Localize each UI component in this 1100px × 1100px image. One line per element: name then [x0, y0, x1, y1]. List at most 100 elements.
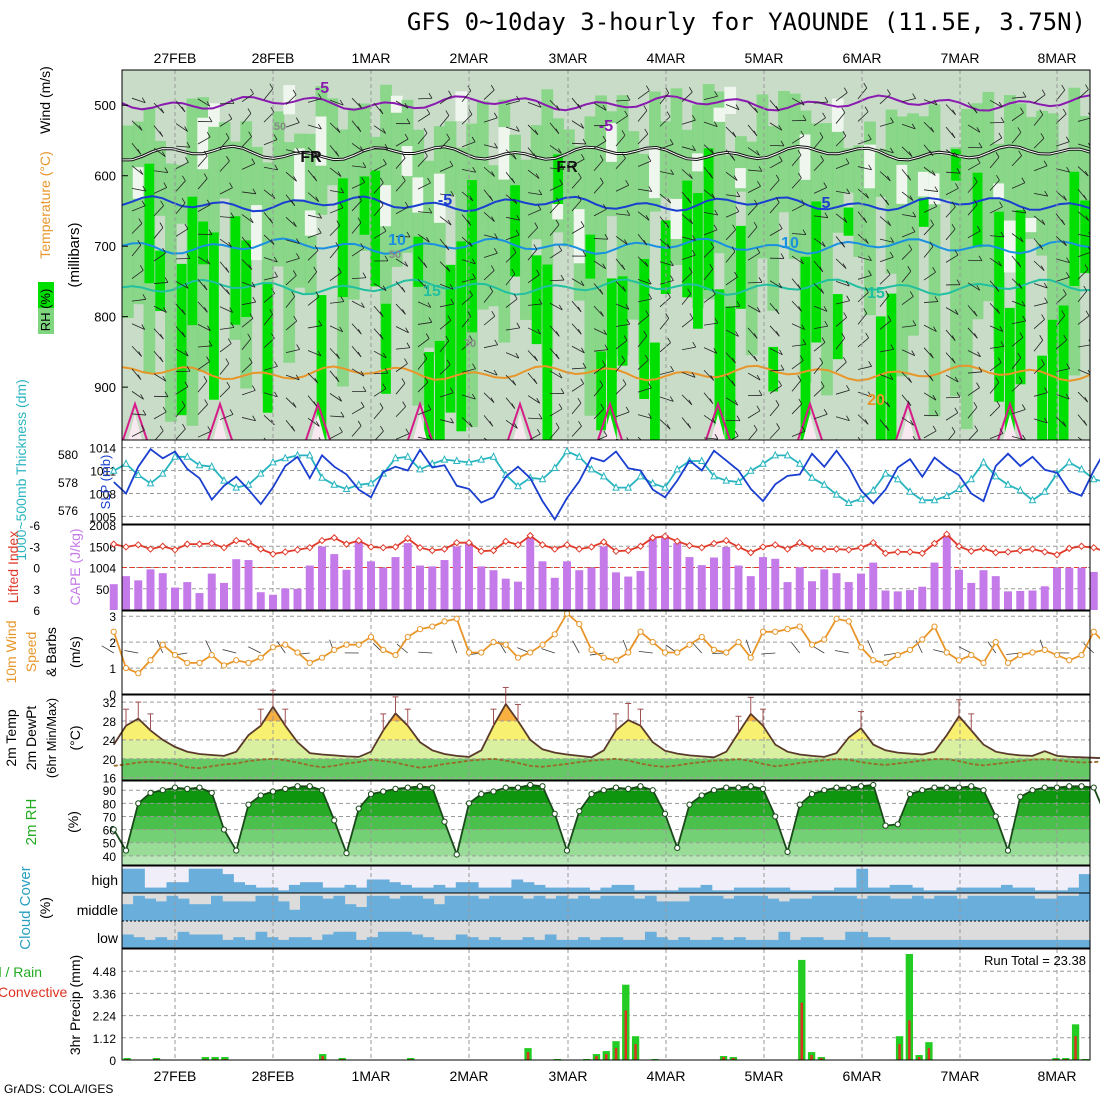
wind-barb — [131, 429, 145, 437]
wind-barb — [1055, 416, 1067, 427]
rh-point — [759, 785, 767, 792]
cape-bar — [1040, 586, 1049, 610]
cloud-low-bar — [333, 931, 346, 948]
wind-barb — [593, 349, 608, 352]
lifted-index-point — [796, 539, 804, 547]
cape-bar — [942, 535, 951, 610]
wind-barb — [571, 200, 582, 212]
wind-barb — [615, 411, 630, 418]
wind-barb — [945, 352, 956, 364]
cloud-high-bar — [133, 868, 145, 893]
wind-barb-flag — [709, 172, 714, 179]
wind-barb-flag — [713, 348, 718, 354]
rh-dry-band — [993, 183, 1005, 199]
wind-barb — [725, 397, 739, 406]
wind-barb — [219, 306, 233, 313]
wind-barb — [945, 187, 959, 196]
rh-dry-band — [606, 123, 618, 162]
wind-barb-flag — [907, 400, 912, 406]
surface-barb — [418, 651, 433, 654]
rh-high-band — [176, 263, 187, 416]
lifted-index-point — [1016, 546, 1024, 555]
wind-barb-flag — [339, 426, 343, 433]
rh-point — [600, 787, 607, 794]
wind-barb — [659, 143, 674, 150]
wind-barb — [813, 342, 826, 352]
wind-barb-flag — [536, 428, 541, 435]
wind-barb — [1011, 381, 1023, 392]
wind-barb — [527, 169, 540, 179]
wind-barb — [219, 414, 234, 420]
lifted-index-point — [477, 547, 485, 555]
wind-barb — [1055, 190, 1067, 201]
rh-mid-band — [165, 163, 177, 422]
wind-barb-flag — [868, 361, 872, 367]
y-axis-labels: RH (%)Temperature (°C)Wind (m/s)(milliba… — [0, 66, 113, 1055]
wind-barb — [131, 269, 144, 279]
wind-barb-flag — [667, 197, 672, 204]
wind-barb — [703, 121, 718, 127]
wind-barb — [967, 407, 978, 419]
rh-point — [808, 791, 816, 798]
wind-barb-flag — [688, 267, 693, 273]
wind-speed-point — [429, 623, 436, 630]
cloud-middle-bar — [956, 898, 969, 921]
contour-label: 5 — [822, 195, 831, 212]
rh-mid-band — [896, 116, 909, 377]
wind-barb-flag — [427, 177, 431, 184]
wind-barb-flag — [887, 315, 892, 321]
wind-barb-flag — [141, 424, 145, 431]
rh-high-band — [1015, 210, 1026, 385]
wind-barb-flag — [533, 153, 538, 159]
wind-barb-flag — [226, 155, 230, 162]
thickness-point — [795, 459, 804, 467]
wind-barb-flag — [471, 258, 476, 265]
x-tick-label-top: 4MAR — [647, 50, 686, 66]
wind-speed-point — [747, 654, 754, 661]
wind-speed-point — [539, 641, 546, 648]
wind-barb-flag — [779, 349, 783, 356]
wind-barb-flag — [734, 271, 738, 278]
wind-barb — [1011, 409, 1026, 415]
rh-point — [563, 847, 571, 854]
wind-barb — [307, 124, 322, 130]
wind-barb-flag — [800, 258, 804, 265]
cloud-middle-bar — [255, 895, 268, 921]
wind-barb — [703, 189, 716, 199]
wind-barb-flag — [249, 217, 254, 224]
wind-barb-flag — [448, 90, 452, 96]
cape-bar — [771, 558, 780, 610]
lifted-index-point — [636, 542, 645, 550]
cloud-low-bar — [177, 931, 190, 948]
wind-barb — [879, 374, 894, 381]
wind-barb-flag — [208, 340, 213, 347]
wind-barb — [637, 414, 652, 419]
rh-mid-band — [595, 95, 607, 360]
wind-barb-flag — [494, 233, 498, 239]
rh-point — [429, 784, 436, 791]
cloud-middle-bar — [288, 909, 301, 921]
rh-tick-label: 50 — [103, 837, 117, 851]
contour-label: 10 — [781, 235, 799, 252]
cloud-low-bar — [455, 934, 468, 948]
cape-bar — [244, 560, 253, 610]
rh-mid-band — [562, 129, 575, 247]
wind-barb-flag — [973, 402, 978, 408]
wind-barb — [1011, 132, 1022, 144]
wind-barb — [505, 149, 517, 160]
wind-barb-flag — [758, 390, 763, 396]
wind-speed-point — [331, 646, 338, 654]
wind-barb-flag — [225, 358, 230, 364]
wind-barb-flag — [296, 253, 300, 259]
wind-barb — [967, 327, 978, 339]
wind-barb-flag — [340, 411, 345, 418]
cape-bar — [342, 569, 351, 610]
cloud-high-bar — [678, 887, 691, 893]
cloud-middle-bar — [433, 904, 446, 921]
wind-barb — [857, 111, 869, 122]
wind-barb-flag — [1017, 261, 1022, 268]
rh-point — [318, 787, 326, 794]
wind-barb-flag — [424, 284, 429, 290]
wind-barb-flag — [533, 378, 538, 385]
